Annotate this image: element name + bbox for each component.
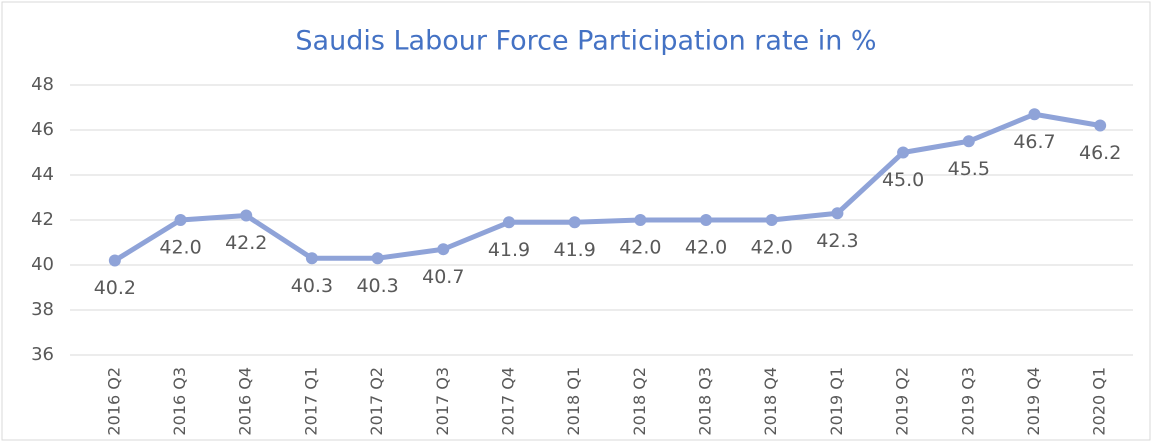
- x-tick-label: 2016 Q2: [104, 367, 123, 436]
- x-tick-label: 2017 Q1: [301, 367, 320, 436]
- y-tick-label: 36: [31, 344, 54, 365]
- y-tick-label: 42: [31, 209, 54, 230]
- data-label: 42.2: [225, 232, 267, 254]
- y-tick-label: 46: [31, 119, 54, 140]
- x-tick-label: 2018 Q4: [761, 367, 780, 436]
- data-point: [831, 207, 844, 220]
- data-point: [568, 216, 581, 229]
- data-point: [502, 216, 515, 229]
- x-tick-label: 2020 Q1: [1090, 367, 1109, 436]
- series-line: [113, 111, 1101, 263]
- data-label: 42.0: [159, 237, 201, 259]
- x-tick-label: 2017 Q2: [367, 367, 386, 436]
- data-label: 42.0: [685, 237, 727, 259]
- data-point: [240, 209, 253, 222]
- data-point: [437, 243, 450, 256]
- y-tick-label: 44: [31, 164, 54, 185]
- data-point: [897, 146, 910, 159]
- x-tick-label: 2016 Q3: [170, 367, 189, 436]
- data-label: 42.0: [619, 237, 661, 259]
- y-tick-label: 40: [31, 254, 54, 275]
- data-label: 40.7: [422, 266, 464, 288]
- data-point: [174, 214, 187, 226]
- x-tick-label: 2018 Q1: [564, 367, 583, 436]
- data-point: [700, 214, 713, 226]
- data-point: [1028, 108, 1041, 121]
- data-label: 42.3: [816, 230, 858, 252]
- chart-title: Saudis Labour Force Participation rate i…: [295, 26, 876, 57]
- x-tick-label: 2019 Q1: [827, 367, 846, 436]
- data-label: 40.3: [291, 275, 333, 297]
- data-point: [305, 252, 318, 265]
- data-point: [765, 214, 778, 226]
- x-tick-label: 2016 Q4: [236, 367, 255, 436]
- data-label: 40.2: [94, 277, 136, 299]
- x-tick-label: 2017 Q4: [498, 367, 517, 436]
- x-tick-label: 2017 Q3: [433, 367, 452, 436]
- x-tick-label: 2018 Q3: [696, 367, 715, 436]
- data-point: [1094, 119, 1107, 132]
- x-tick-label: 2019 Q4: [1024, 367, 1043, 436]
- x-tick-label: 2019 Q3: [958, 367, 977, 436]
- data-point: [371, 252, 384, 265]
- data-point: [634, 214, 647, 226]
- data-label: 46.7: [1013, 131, 1055, 153]
- y-tick-label: 38: [31, 299, 54, 320]
- data-label: 41.9: [554, 239, 596, 261]
- x-tick-label: 2018 Q2: [630, 367, 649, 436]
- x-tick-label: 2019 Q2: [893, 367, 912, 436]
- data-label: 45.0: [882, 169, 924, 191]
- data-point: [108, 254, 121, 267]
- y-tick-label: 48: [31, 74, 54, 95]
- data-label: 45.5: [948, 158, 990, 180]
- data-label: 46.2: [1079, 142, 1121, 164]
- data-point: [962, 135, 975, 148]
- data-label: 42.0: [751, 237, 793, 259]
- data-label: 41.9: [488, 239, 530, 261]
- data-label: 40.3: [356, 275, 398, 297]
